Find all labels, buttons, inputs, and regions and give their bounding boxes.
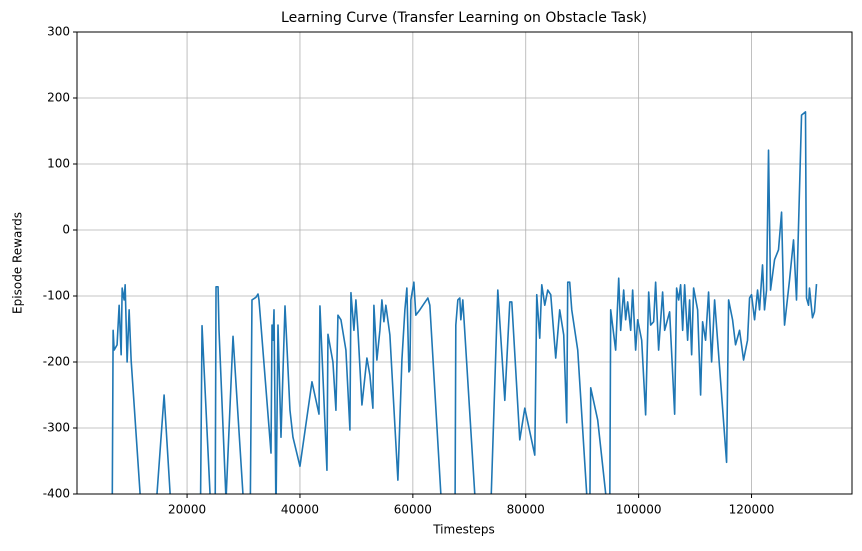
x-tick-label: 100000 [616,503,662,517]
plot-area [111,111,818,494]
y-tick-label: 200 [47,91,70,105]
x-axis-label: Timesteps [432,523,495,537]
x-tick-label: 120000 [729,503,775,517]
y-tick-label: -200 [43,355,70,369]
ticks: 20000 40000 60000 80000 100000 120000 -400 -300… [43,25,775,517]
y-tick-label: 0 [62,223,70,237]
y-tick-label: -100 [43,289,70,303]
y-tick-label: 300 [47,25,70,39]
x-tick-label: 80000 [507,503,545,517]
x-tick-label: 60000 [394,503,432,517]
x-tick-label: 20000 [168,503,206,517]
y-axis-label: Episode Rewards [11,212,25,314]
y-tick-label: 100 [47,157,70,171]
x-tick-label: 40000 [281,503,319,517]
y-tick-label: -300 [43,421,70,435]
line-series [111,111,818,494]
chart-title: Learning Curve (Transfer Learning on Obs… [281,10,647,26]
y-tick-label: -400 [43,487,70,501]
grid [77,31,852,495]
plot-frame [76,31,853,495]
